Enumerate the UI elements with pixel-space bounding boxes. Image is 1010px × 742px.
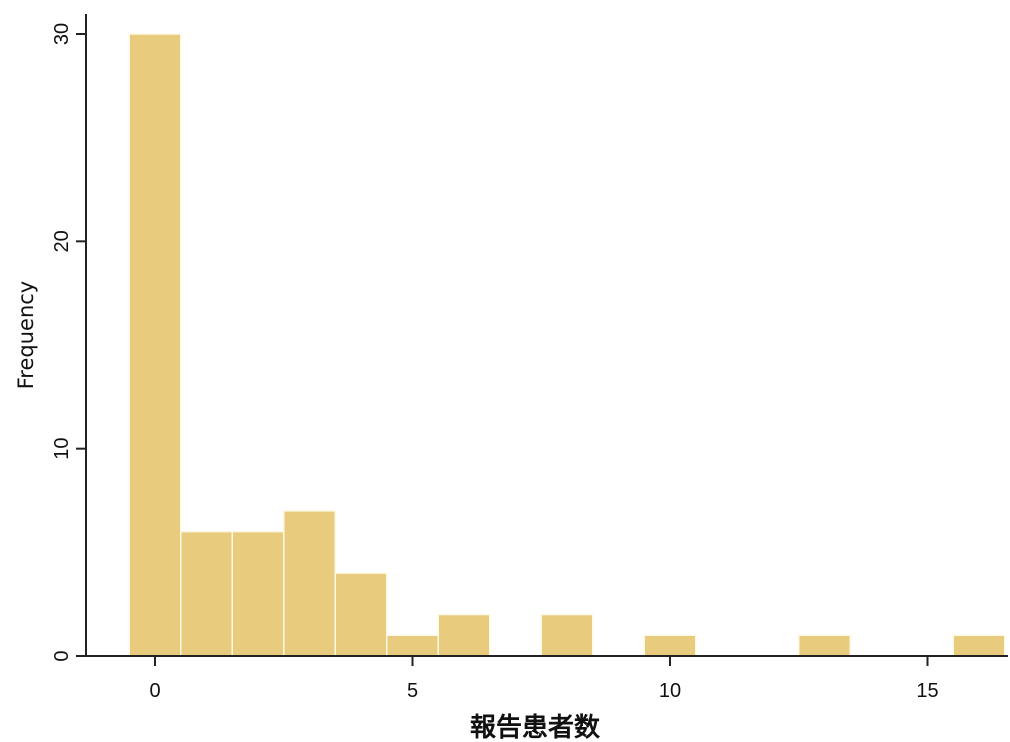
x-axis-label: 報告患者数 [470,713,601,742]
y-axis-label: Frequency [14,281,38,390]
histogram-bar-10 [643,634,697,657]
x-tick-label-5: 5 [407,680,418,702]
x-tick-label-15: 15 [916,680,938,702]
histogram-bars [128,33,1006,657]
histogram-bar-3 [283,510,336,657]
y-tick-label-10: 10 [51,438,73,460]
x-tick-label-10: 10 [659,680,681,702]
y-tick-label-0: 0 [51,650,73,661]
histogram-bar-2 [231,530,285,657]
y-tick-label-30: 30 [51,23,73,45]
histogram-bar-0 [128,33,182,657]
x-tick-label-0: 0 [149,680,160,702]
histogram-bar-1 [180,530,233,657]
axes [76,14,1008,666]
y-tick-label-20: 20 [51,230,73,252]
histogram-bar-8 [540,613,594,657]
histogram-bar-13 [798,634,851,657]
tick-labels: 0 5 10 15 0 10 20 30 [51,23,939,702]
histogram-bar-16 [952,634,1006,657]
histogram-bar-4 [334,572,388,657]
histogram-bar-5 [386,634,439,657]
histogram-bar-6 [437,613,491,657]
